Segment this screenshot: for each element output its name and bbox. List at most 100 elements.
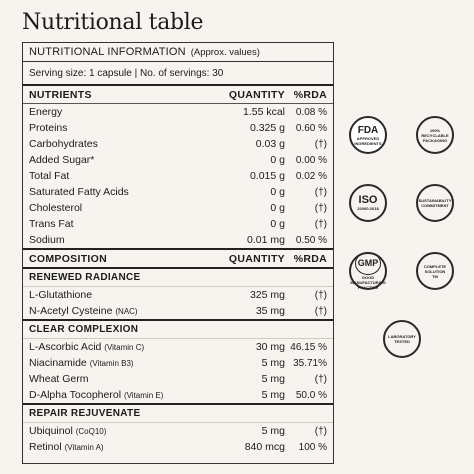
- row-quantity: 1.55 kcal: [242, 106, 285, 118]
- composition-row: L-Ascorbic Acid (Vitamin C) 30 mg 46.15 %: [23, 339, 333, 355]
- row-rda: (†): [314, 138, 327, 150]
- composition-row: Wheat Germ 5 mg (†): [23, 371, 333, 387]
- nutrient-row: Saturated Fatty Acids 0 g (†): [23, 184, 333, 200]
- composition-row: N-Acetyl Cysteine (NAC) 35 mg (†): [23, 303, 333, 319]
- nutrients-col-qty: QUANTITY: [228, 88, 285, 101]
- row-quantity: 30 mg: [255, 341, 285, 353]
- composition-row: Retinol (Vitamin A) 840 mcg 100 %: [23, 439, 333, 455]
- row-name: D-Alpha Tocopherol (Vitamin E): [29, 389, 195, 401]
- row-rda: 100 %: [298, 441, 327, 453]
- row-name: Carbohydrates: [29, 138, 195, 150]
- lab-tested-badge-icon: LABORATORY TESTED: [383, 320, 421, 358]
- row-rda: (†): [314, 425, 327, 437]
- composition-row: D-Alpha Tocopherol (Vitamin E) 5 mg 50.0 %: [23, 387, 333, 403]
- row-rda: 0.08 %: [295, 106, 327, 118]
- sustainability-badge-text: SUSTAINABILITY COMMITMENT: [418, 198, 452, 208]
- row-quantity: 0 g: [270, 154, 285, 166]
- row-quantity: 35 mg: [255, 305, 285, 317]
- row-name-text: Total Fat: [29, 170, 70, 182]
- nutrient-row: Cholesterol 0 g (†): [23, 200, 333, 216]
- row-rda: (†): [314, 305, 327, 317]
- row-quantity: 5 mg: [261, 425, 285, 437]
- row-rda: (†): [314, 186, 327, 198]
- row-rda: (†): [314, 202, 327, 214]
- nutrient-row: Sodium 0.01 mg 0.50 %: [23, 232, 333, 248]
- table-header: NUTRITIONAL INFORMATION (Approx. values): [23, 43, 333, 62]
- lab-tested-badge-text: LABORATORY TESTED: [388, 334, 416, 344]
- row-quantity: 325 mg: [249, 289, 285, 301]
- row-rda: 0.02 %: [295, 170, 327, 182]
- row-name: Energy: [29, 106, 195, 118]
- section-title-text: REPAIR REJUVENATE: [29, 408, 141, 419]
- nutrients-header-row: NUTRIENTS QUANTITY %RDA: [23, 84, 333, 103]
- row-name-text: Retinol: [29, 441, 62, 453]
- row-name-text: Trans Fat: [29, 218, 74, 230]
- nutrients-col-rda: %RDA: [293, 88, 327, 101]
- row-name-text: L-Ascorbic Acid: [29, 341, 102, 353]
- composition-col-name: COMPOSITION: [29, 252, 107, 265]
- row-quantity: 0.03 g: [255, 138, 285, 150]
- iso-badge-subtext: 22000:2018: [357, 206, 379, 211]
- gmp-badge-icon: GMP GOOD MANUFACTURING PRACTICE: [349, 252, 387, 290]
- row-name-text: Sodium: [29, 234, 65, 246]
- complete-solution-badge-tm: TM: [432, 273, 438, 279]
- section-divider: [23, 286, 333, 287]
- composition-header-row: COMPOSITION QUANTITY %RDA: [23, 248, 333, 267]
- row-name-text: Saturated Fatty Acids: [29, 186, 129, 198]
- row-quantity: 0.015 g: [249, 170, 285, 182]
- composition-row: L-Glutathione 325 mg (†): [23, 287, 333, 303]
- row-quantity: 0 g: [270, 186, 285, 198]
- nutrients-body: Energy 1.55 kcal 0.08 % Proteins 0.325 g 0.60…: [23, 103, 333, 248]
- row-quantity: 0 g: [270, 218, 285, 230]
- row-name-text: Niacinamide: [29, 357, 87, 369]
- row-rda: (†): [314, 373, 327, 385]
- serving-info: Serving size: 1 capsule | No. of serving…: [29, 68, 224, 79]
- iso-badge-icon: ISO 22000:2018: [349, 184, 387, 222]
- composition-section-title: CLEAR COMPLEXION: [23, 319, 333, 338]
- row-name: Saturated Fatty Acids: [29, 186, 195, 198]
- row-name-text: Added Sugar*: [29, 154, 95, 166]
- section-title-text: RENEWED RADIANCE: [29, 272, 141, 283]
- nutrient-row: Carbohydrates 0.03 g (†): [23, 136, 333, 152]
- section-divider: [23, 422, 333, 423]
- row-name: N-Acetyl Cysteine (NAC): [29, 305, 195, 317]
- row-rda: 50.0 %: [295, 389, 327, 401]
- nutrient-row: Trans Fat 0 g (†): [23, 216, 333, 232]
- complete-solution-badge-text: COMPLETE SOLUTION: [423, 263, 447, 274]
- row-quantity: 0.325 g: [249, 122, 285, 134]
- row-name: Added Sugar*: [29, 154, 195, 166]
- nutrient-row: Total Fat 0.015 g 0.02 %: [23, 168, 333, 184]
- fda-badge-text: FDA: [357, 124, 379, 136]
- nutrients-col-name: NUTRIENTS: [29, 88, 92, 101]
- composition-row: Ubiquinol (CoQ10) 5 mg (†): [23, 423, 333, 439]
- nutrition-table: NUTRITIONAL INFORMATION (Approx. values)…: [22, 42, 334, 464]
- row-name-text: Ubiquinol: [29, 425, 73, 437]
- row-note: (CoQ10): [75, 427, 107, 436]
- row-name: Ubiquinol (CoQ10): [29, 425, 195, 437]
- row-name: L-Ascorbic Acid (Vitamin C): [29, 341, 195, 353]
- gmp-badge-subtext: GOOD MANUFACTURING PRACTICE: [350, 275, 386, 290]
- composition-col-rda: %RDA: [293, 252, 327, 265]
- iso-badge-text: ISO: [358, 194, 378, 206]
- page-title: Nutritional table: [22, 10, 204, 35]
- row-name-text: Wheat Germ: [29, 373, 89, 385]
- nutrient-row: Added Sugar* 0 g 0.00 %: [23, 152, 333, 168]
- nutrient-row: Proteins 0.325 g 0.60 %: [23, 120, 333, 136]
- row-quantity: 840 mcg: [244, 441, 285, 453]
- row-quantity: 0 g: [270, 202, 285, 214]
- row-note: (Vitamin E): [123, 391, 164, 400]
- table-header-title: NUTRITIONAL INFORMATION: [29, 46, 186, 58]
- sustainability-badge-icon: SUSTAINABILITY COMMITMENT: [416, 184, 454, 222]
- fda-badge-subtext: APPROVED INGREDIENTS: [354, 135, 382, 146]
- gmp-badge-text: GMP: [354, 252, 382, 275]
- row-name: Total Fat: [29, 170, 195, 182]
- row-name-text: Energy: [29, 106, 63, 118]
- row-name: Cholesterol: [29, 202, 195, 214]
- composition-row: Niacinamide (Vitamin B3) 5 mg 35.71%: [23, 355, 333, 371]
- row-note: (Vitamin A): [64, 443, 104, 452]
- row-quantity: 5 mg: [261, 357, 285, 369]
- row-name-text: L-Glutathione: [29, 289, 93, 301]
- composition-col-qty: QUANTITY: [228, 252, 285, 265]
- row-rda: 0.60 %: [295, 122, 327, 134]
- row-name-text: Carbohydrates: [29, 138, 98, 150]
